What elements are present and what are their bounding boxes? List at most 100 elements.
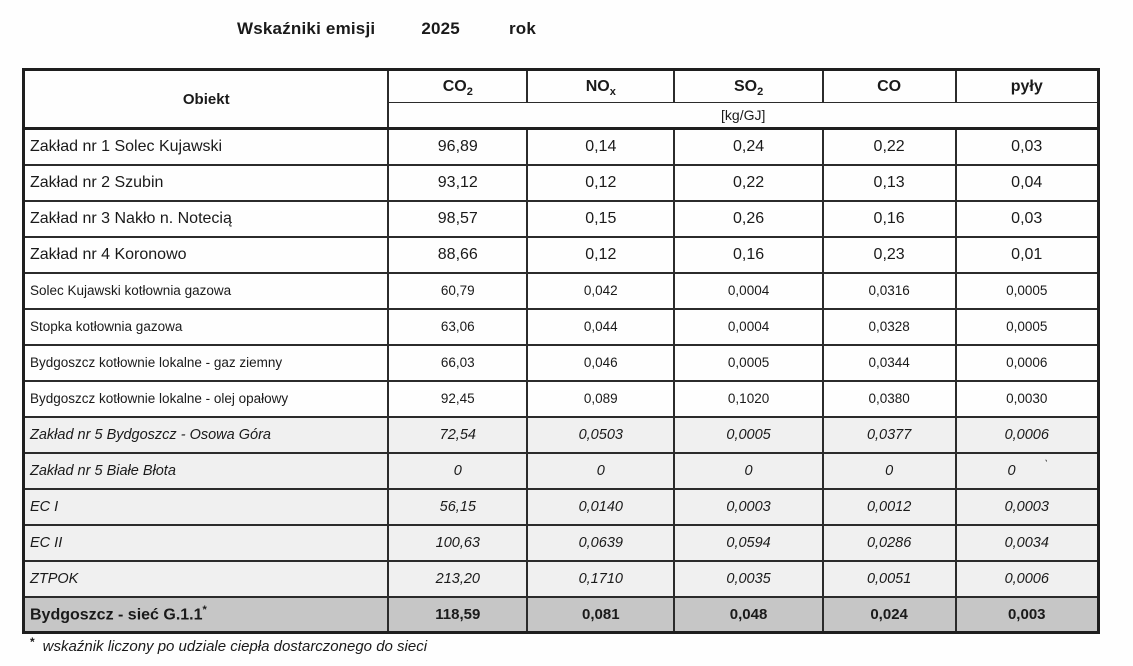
cell-value: 0,03 bbox=[954, 199, 1100, 238]
cell-value: 0,13 bbox=[821, 163, 957, 202]
table-row: Bydgoszcz kotłownie lokalne - gaz ziemny… bbox=[22, 343, 1100, 382]
cell-value: 92,45 bbox=[387, 379, 529, 418]
table-row: Bydgoszcz kotłownie lokalne - olej opało… bbox=[22, 379, 1100, 418]
cell-value: 0,046 bbox=[526, 343, 676, 382]
table-row: Zakład nr 4 Koronowo 88,66 0,12 0,16 0,23 0,0… bbox=[22, 235, 1100, 274]
row-label: Zakład nr 5 Bydgoszcz - Osowa Góra bbox=[22, 415, 390, 454]
cell-value: 0,04 bbox=[954, 163, 1100, 202]
cell-value: 0,0030 bbox=[954, 379, 1100, 418]
cell-value: 0,1020 bbox=[673, 379, 824, 418]
footnote-text: wskaźnik liczony po udziale ciepła dosta… bbox=[42, 638, 428, 655]
table-row: Stopka kotłownia gazowa 63,06 0,044 0,0004 0… bbox=[22, 307, 1100, 346]
cell-value: 0,0639 bbox=[526, 523, 676, 562]
cell-value: 0,22 bbox=[821, 127, 957, 166]
table-row: Zakład nr 2 Szubin 93,12 0,12 0,22 0,13 0,04 bbox=[22, 163, 1100, 202]
cell-value: 0 bbox=[387, 451, 529, 490]
column-header-so2: SO2 bbox=[673, 68, 824, 103]
table-header: Obiekt CO2 NOx SO2 CO pyły [kg/GJ] bbox=[22, 68, 1100, 130]
cell-value: 0,048 bbox=[673, 595, 824, 634]
cell-value: 0,22 bbox=[673, 163, 824, 202]
cell-value: 0,26 bbox=[673, 199, 824, 238]
cell-value: 0,0051 bbox=[821, 559, 957, 598]
column-header-co2: CO2 bbox=[387, 68, 529, 103]
cell-value: 60,79 bbox=[387, 271, 529, 310]
cell-value: 0,0005 bbox=[673, 415, 824, 454]
cell-value: 56,15 bbox=[387, 487, 529, 526]
row-label: Bydgoszcz kotłownie lokalne - gaz ziemny bbox=[22, 343, 390, 382]
column-header-obiekt: Obiekt bbox=[22, 68, 390, 130]
cell-value: 0 bbox=[526, 451, 676, 490]
cell-value: 63,06 bbox=[387, 307, 529, 346]
cell-value: 118,59 bbox=[387, 595, 529, 634]
cell-value: 0,14 bbox=[526, 127, 676, 166]
cell-value: 0,0012 bbox=[821, 487, 957, 526]
title-unit-rok: rok bbox=[508, 19, 536, 38]
cell-value: 0,0004 bbox=[673, 307, 824, 346]
cell-value: 0,03 bbox=[954, 127, 1100, 166]
cell-value: 0,0503 bbox=[526, 415, 676, 454]
emissions-table: Obiekt CO2 NOx SO2 CO pyły [kg/GJ] Zakład nr… bbox=[22, 68, 1100, 634]
row-label: Bydgoszcz kotłownie lokalne - olej opało… bbox=[22, 379, 390, 418]
row-label: EC II bbox=[22, 523, 390, 562]
cell-value: 0,0140 bbox=[526, 487, 676, 526]
unit-header-row: [kg/GJ] bbox=[24, 102, 1100, 130]
cell-value: 72,54 bbox=[387, 415, 529, 454]
cell-value: 0,0003 bbox=[954, 487, 1100, 526]
cell-value: 0,24 bbox=[673, 127, 824, 166]
cell-value: 93,12 bbox=[387, 163, 529, 202]
cell-value: 0,0594 bbox=[673, 523, 824, 562]
cell-value: 0,1710 bbox=[526, 559, 676, 598]
cell-value: 0,0316 bbox=[821, 271, 957, 310]
page-title: Wskaźniki emisji 2025 rok bbox=[237, 19, 536, 39]
table-row: Zakład nr 5 Bydgoszcz - Osowa Góra 72,54 0… bbox=[22, 415, 1100, 454]
cell-value: 0,01 bbox=[954, 235, 1100, 274]
row-label: EC I bbox=[22, 487, 390, 526]
pollutant-header-row: Obiekt CO2 NOx SO2 CO pyły bbox=[22, 68, 1100, 130]
row-label: Zakład nr 2 Szubin bbox=[22, 163, 390, 202]
row-label-asterisk: * bbox=[202, 604, 207, 617]
cell-value: 0,0006 bbox=[954, 559, 1100, 598]
row-label: Zakład nr 5 Białe Błota bbox=[22, 451, 390, 490]
footnote-marker: * bbox=[30, 635, 35, 649]
cell-value: 0,23 bbox=[821, 235, 957, 274]
column-header-nox: NOx bbox=[526, 68, 676, 103]
cell-value: 0,0006 bbox=[954, 343, 1100, 382]
table-row: ZTPOK 213,20 0,1710 0,0035 0,0051 0,0006 bbox=[22, 559, 1100, 598]
table-row: Zakład nr 3 Nakło n. Notecią 98,57 0,15 0,2… bbox=[22, 199, 1100, 238]
table-row: Zakład nr 5 Białe Błota 0 0 0 0 0 ˋ bbox=[22, 451, 1100, 490]
cell-value: 96,89 bbox=[387, 127, 529, 166]
cell-value: 0,0005 bbox=[954, 271, 1100, 310]
cell-value: 0,0328 bbox=[821, 307, 957, 346]
cell-value: 0 bbox=[821, 451, 957, 490]
cell-value: 0,0004 bbox=[673, 271, 824, 310]
cell-value: 0,024 bbox=[821, 595, 957, 634]
row-label: Zakład nr 3 Nakło n. Notecią bbox=[22, 199, 390, 238]
cell-value: 0,0006 bbox=[954, 415, 1100, 454]
cell-value: 0,003 bbox=[954, 595, 1100, 634]
cell-value: 0,12 bbox=[526, 235, 676, 274]
cell-value: 0,16 bbox=[821, 199, 957, 238]
title-year: 2025 bbox=[421, 19, 460, 38]
cell-value: 0,0005 bbox=[673, 343, 824, 382]
column-header-pyly: pyły bbox=[954, 68, 1100, 103]
cell-value: 0,0035 bbox=[673, 559, 824, 598]
table-row: EC II 100,63 0,0639 0,0594 0,0286 0,0034 bbox=[22, 523, 1100, 562]
table-body: Zakład nr 1 Solec Kujawski 96,89 0,14 0,24 0… bbox=[22, 127, 1100, 634]
cell-value: 0,0003 bbox=[673, 487, 824, 526]
cell-value: 0,0380 bbox=[821, 379, 957, 418]
cell-value: 0,0344 bbox=[821, 343, 957, 382]
table-row: EC I 56,15 0,0140 0,0003 0,0012 0,0003 bbox=[22, 487, 1100, 526]
column-header-co: CO bbox=[821, 68, 957, 103]
table-row: Zakład nr 1 Solec Kujawski 96,89 0,14 0,24 0… bbox=[22, 127, 1100, 166]
cell-value: 0,042 bbox=[526, 271, 676, 310]
row-label: Bydgoszcz - sieć G.1.1* bbox=[22, 595, 390, 634]
cell-value: 0,0377 bbox=[821, 415, 957, 454]
cell-value: 0,15 bbox=[526, 199, 676, 238]
cell-value: 88,66 bbox=[387, 235, 529, 274]
table-row: Solec Kujawski kotłownia gazowa 60,79 0,04… bbox=[22, 271, 1100, 310]
row-label: ZTPOK bbox=[22, 559, 390, 598]
cell-value: 0,16 bbox=[673, 235, 824, 274]
cell-value: 66,03 bbox=[387, 343, 529, 382]
